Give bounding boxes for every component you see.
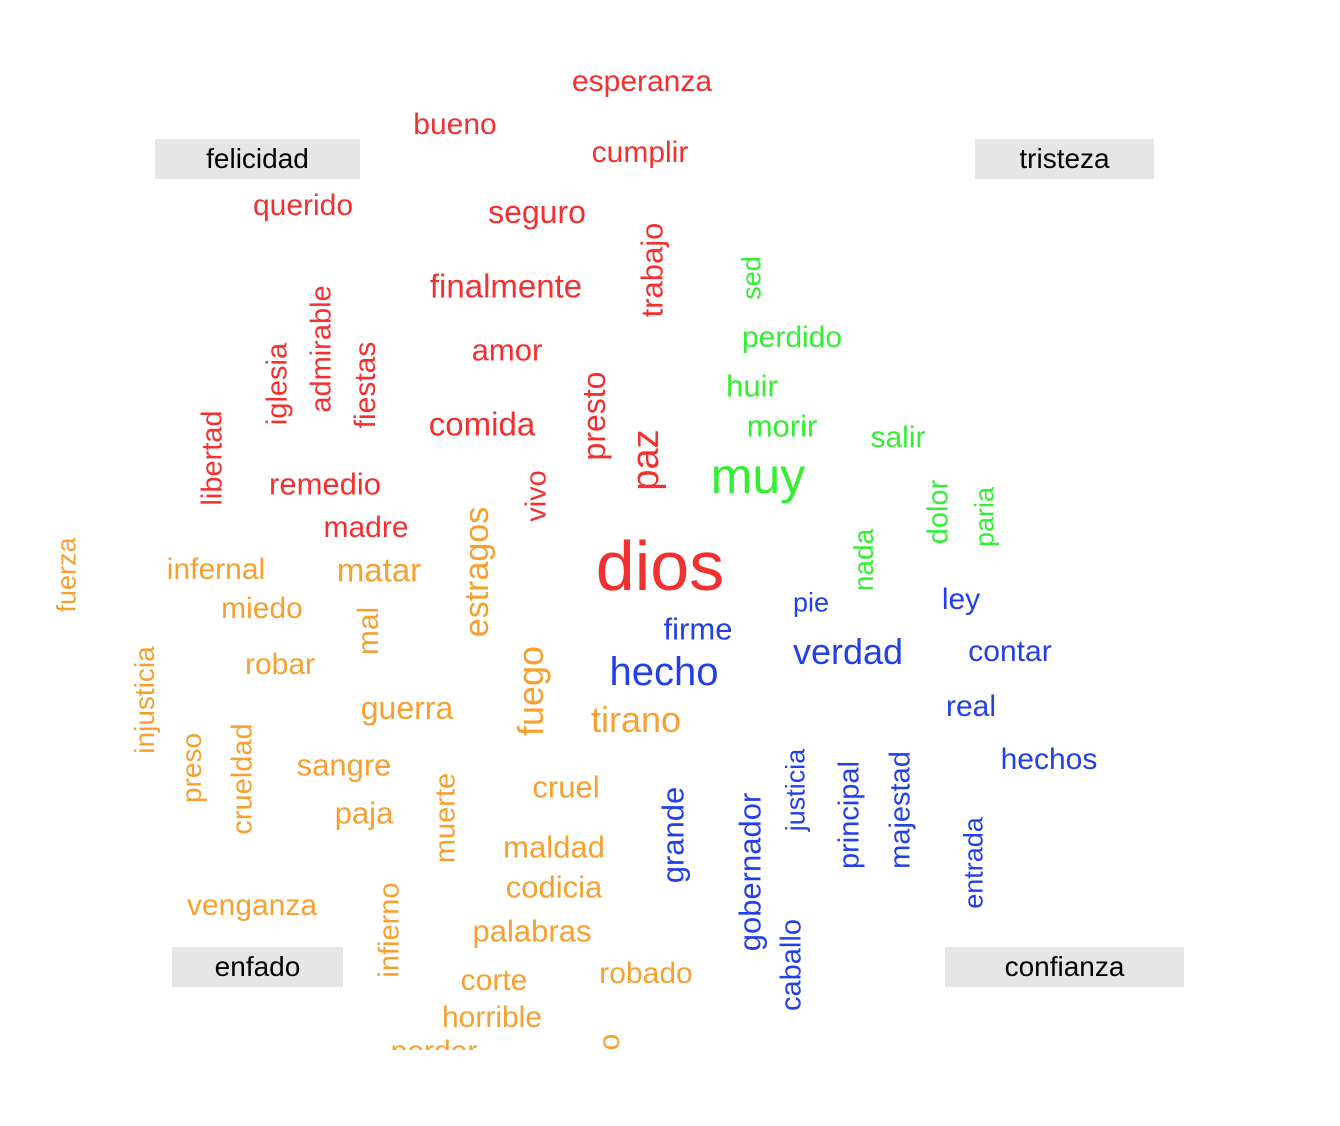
word-fiestas: fiestas [349,341,382,429]
word-guerra: guerra [360,690,454,726]
word-finalmente: finalmente [429,267,583,305]
word-gobernador: gobernador [732,792,768,952]
word-paja: paja [334,795,394,831]
word-morir: morir [746,408,818,444]
word-iglesia: iglesia [261,342,294,426]
word-firme: firme [663,611,733,647]
word-hecho: hecho [609,650,719,694]
label-felicidad-text: felicidad [206,143,309,174]
label-confianza-text: confianza [1004,951,1125,982]
word-paria: paria [969,486,1000,548]
word-admirable: admirable [305,285,338,413]
word-infierno: infierno [373,882,406,978]
word-libertad: libertad [196,410,229,506]
word-infernal: infernal [166,553,266,586]
word-dolor: dolor [922,479,955,545]
word-cloud-area: esperanza bueno cumplir querido seguro trabaj… [51,65,1098,1051]
word-hechos: hechos [1000,743,1098,776]
word-estragos: estragos [458,506,496,638]
word-corte: corte [460,964,528,997]
word-fuerza: fuerza [51,537,82,613]
word-bueno: bueno [413,108,497,141]
word-madre: madre [323,511,409,544]
word-perdido: perdido [741,321,843,354]
word-salir: salir [870,421,926,454]
word-comida: comida [428,405,536,443]
word-robar: robar [244,648,316,681]
label-felicidad: felicidad [155,139,360,179]
word-tirano: tirano [590,699,682,740]
word-contar: contar [968,635,1052,668]
word-horrible: horrible [441,1001,543,1034]
word-entrada: entrada [958,817,989,909]
label-tristeza: tristeza [975,139,1154,179]
word-justicia: justicia [780,748,811,832]
word-dios: dios [595,527,725,605]
word-palabras: palabras [472,913,592,949]
word-huir: huir [726,368,778,404]
word-querido: querido [252,189,354,222]
word-sangre: sangre [296,747,392,783]
word-sed: sed [736,256,767,300]
word-grande: grande [655,786,691,884]
word-caballo: caballo [775,919,808,1011]
label-enfado-text: enfado [214,951,301,982]
label-confianza: confianza [945,947,1184,987]
word-principal: principal [833,761,866,869]
word-fuego: fuego [510,645,551,737]
word-injusticia: injusticia [129,646,160,754]
word-matar: matar [336,551,422,589]
word-miedo: miedo [221,592,303,625]
word-muy: muy [710,448,806,504]
word-ley: ley [941,583,981,616]
word-robado: robado [599,957,693,990]
label-enfado: enfado [172,947,343,987]
word-vivo: vivo [520,470,553,522]
word-muerte: muerte [429,772,462,864]
word-cumplir: cumplir [591,136,689,169]
word-o: o [593,1033,626,1050]
word-mal: mal [352,606,385,656]
word-real: real [945,690,997,723]
word-paz: paz [625,429,667,491]
word-amor: amor [471,332,543,368]
word-esperanza: esperanza [571,65,713,98]
word-maldad: maldad [503,829,605,865]
word-remedio: remedio [269,466,381,502]
word-preso: preso [176,732,207,804]
label-tristeza-text: tristeza [1019,143,1110,174]
word-perder: perder [391,1037,478,1051]
word-pie: pie [792,587,830,618]
word-venganza: venganza [186,889,318,922]
word-codicia: codicia [505,869,603,905]
word-trabajo: trabajo [634,222,670,318]
word-seguro: seguro [488,194,586,230]
word-crueldad: crueldad [226,723,259,835]
word-verdad: verdad [792,631,904,672]
word-presto: presto [576,371,612,461]
word-cruel: cruel [532,769,600,805]
word-nada: nada [848,528,879,592]
word-majestad: majestad [884,751,917,869]
